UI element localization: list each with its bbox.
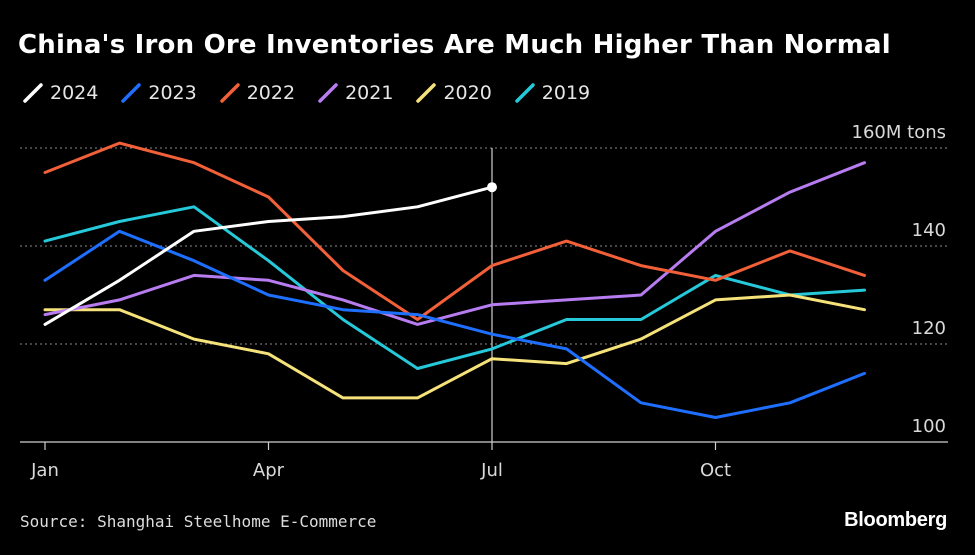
legend-label: 2023 [148,82,197,104]
x-tick-label: Jan [30,460,59,481]
x-tick-label: Apr [253,460,285,481]
series-line-2020 [43,293,866,400]
series-line-2023 [43,229,866,419]
legend: 2024 2023 2022 2021 2020 2019 [22,82,612,104]
legend-item-2022: 2022 [219,82,295,104]
y-tick-label: 160M tons [852,122,946,143]
legend-item-2020: 2020 [415,82,492,104]
legend-swatch-icon [416,83,437,103]
series-line-2022 [43,141,866,321]
legend-label: 2024 [50,82,99,104]
y-tick-label: 100 [912,416,946,437]
legend-label: 2020 [443,82,492,104]
bloomberg-logo: Bloomberg [844,509,947,531]
x-tick-label: Jul [480,460,503,481]
legend-label: 2021 [345,82,394,104]
legend-swatch-icon [318,83,338,103]
source-note: Source: Shanghai Steelhome E-Commerce [20,512,377,531]
series-line-2021 [43,161,866,326]
y-tick-label: 140 [912,220,946,241]
legend-swatch-icon [515,83,535,103]
legend-swatch-icon [219,83,240,103]
series-line-2019 [43,205,866,370]
legend-item-2024: 2024 [22,82,98,104]
legend-swatch-icon [121,83,142,103]
y-tick-label: 120 [912,318,946,339]
chart-title: China's Iron Ore Inventories Are Much Hi… [18,30,891,60]
legend-swatch-icon [23,83,43,103]
series-end-point-2024 [487,182,497,193]
legend-item-2023: 2023 [120,82,197,104]
legend-item-2021: 2021 [317,82,393,104]
x-tick-label: Oct [700,460,731,481]
legend-label: 2019 [541,82,591,104]
legend-label: 2022 [246,82,296,104]
series-line-2024 [43,185,494,326]
legend-item-2019: 2019 [514,82,590,104]
